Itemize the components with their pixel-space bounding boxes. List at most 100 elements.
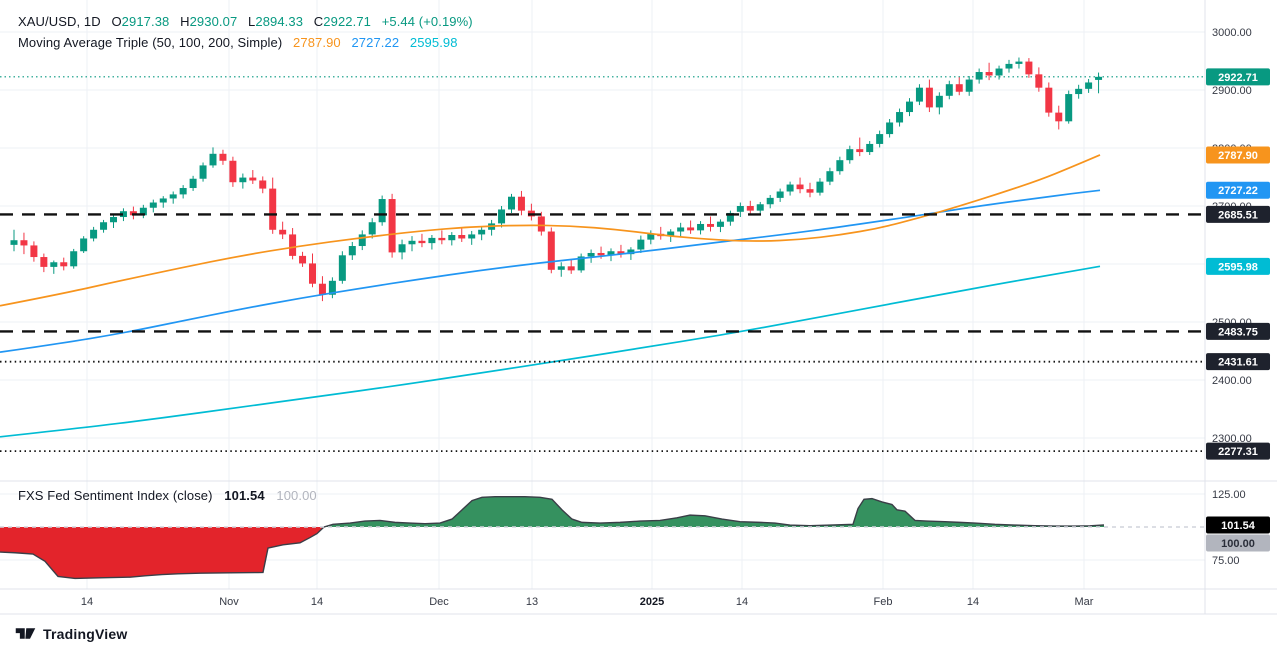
sentiment-axis-label-125.00: 125.00 [1212, 489, 1246, 501]
candle-body [567, 266, 575, 271]
candle-body [80, 238, 88, 252]
candle-body [1075, 88, 1083, 95]
candle-body [458, 235, 466, 239]
time-label-Nov: Nov [219, 596, 239, 608]
candle-body [935, 95, 943, 108]
candle-body [736, 206, 744, 212]
ma100-value: 2727.22 [351, 35, 400, 50]
candle-body [149, 202, 157, 208]
candle-body [517, 196, 525, 211]
sentiment-pane[interactable] [0, 495, 1205, 580]
price-badge-2685.51-text: 2685.51 [1218, 209, 1258, 221]
candle-body [318, 283, 326, 295]
candle-body [368, 222, 376, 235]
candle-body [239, 177, 247, 183]
price-badge-2431.61 [1206, 353, 1270, 371]
candle-body [597, 252, 605, 256]
sentiment-area-positive [0, 496, 1104, 527]
candle-body [338, 255, 346, 281]
ohlc-close-label: C [313, 14, 324, 29]
candle-body [249, 177, 257, 181]
price-axis[interactable]: 3000.002900.002800.002700.002500.002400.… [1204, 0, 1277, 614]
sentiment-badge-100.00 [1206, 534, 1270, 552]
candle-body [637, 239, 645, 250]
candle-body [945, 84, 953, 96]
candle-body [906, 101, 913, 113]
indicator-legend-label: FXS Fed Sentiment Index (close) [18, 488, 213, 503]
candle-body [408, 240, 416, 245]
ma-legend-label: Moving Average Triple (50, 100, 200, Sim… [18, 35, 283, 50]
candle-body [925, 87, 933, 108]
candle-body [199, 165, 207, 179]
candle-body [886, 122, 894, 135]
candle-body [726, 212, 734, 222]
candle-body [697, 223, 705, 231]
candle-body [627, 249, 635, 255]
candle-body [299, 255, 307, 264]
candle-body [309, 263, 316, 284]
price-axis-label-2400.00: 2400.00 [1212, 375, 1252, 387]
candle-body [587, 252, 595, 257]
time-label-14: 14 [81, 596, 93, 608]
time-label-Feb: Feb [874, 596, 893, 608]
price-badge-2431.61-text: 2431.61 [1218, 357, 1258, 369]
tradingview-logo-icon [15, 628, 36, 639]
candle-body [677, 227, 685, 232]
candle-body [70, 251, 78, 267]
sentiment-area-negative [0, 527, 1104, 579]
candle-body [219, 153, 227, 161]
ma200-value: 2595.98 [409, 35, 458, 50]
candle-body [716, 221, 724, 227]
candle-body [90, 229, 98, 239]
main-price-pane[interactable] [0, 0, 1205, 589]
candle-body [20, 240, 28, 246]
candle-body [1005, 63, 1013, 69]
ohlc-close-value: 2922.71 [323, 14, 371, 29]
indicator-legend: FXS Fed Sentiment Index (close) 101.54 1… [18, 488, 317, 503]
price-badge-2277.31 [1206, 442, 1270, 460]
candle-body [279, 229, 287, 235]
price-badge-2922.71 [1206, 68, 1270, 86]
candle-body [1085, 82, 1093, 89]
sentiment-badge-100.00-text: 100.00 [1221, 538, 1255, 550]
candle-body [746, 206, 754, 211]
candle-body [836, 160, 844, 172]
candle-body [498, 209, 506, 224]
price-badge-2727.22 [1206, 181, 1270, 199]
candle-body [100, 222, 108, 230]
candle-body [398, 244, 406, 253]
candle-body [229, 160, 237, 183]
candle-body [1065, 94, 1073, 122]
candle-body [1015, 61, 1023, 64]
candle-body [915, 87, 923, 102]
candle-body [1055, 112, 1063, 122]
time-label-14: 14 [736, 596, 748, 608]
price-axis-background [1205, 0, 1277, 614]
candle-body [846, 149, 854, 161]
tradingview-logo-text: TradingView [43, 625, 128, 642]
sma-50-line [0, 154, 1101, 307]
ma-legend: Moving Average Triple (50, 100, 200, Sim… [18, 35, 458, 50]
candle-body [358, 234, 366, 247]
candle-body [328, 280, 336, 295]
ohlc-open-label: O [111, 14, 122, 29]
price-badge-2685.51 [1206, 205, 1270, 223]
time-axis[interactable]: 14 Nov 14 Dec 13 2025 14 Feb 14 Mar [81, 596, 1094, 608]
ohlc-low-label: L [248, 14, 256, 29]
candle-body [110, 217, 117, 223]
price-badge-2595.98-text: 2595.98 [1218, 261, 1258, 273]
time-label-14: 14 [967, 596, 979, 608]
candle-body [388, 199, 396, 253]
candle-body [269, 188, 277, 230]
candle-body [806, 189, 814, 193]
sentiment-line [0, 495, 1105, 580]
candle-body [856, 149, 864, 153]
price-change: +5.44 (+0.19%) [381, 14, 473, 29]
tradingview-logo[interactable]: TradingView [15, 624, 127, 643]
candle-body [418, 240, 426, 244]
candle-body [289, 234, 297, 256]
candle-body [776, 191, 784, 198]
candle-body [607, 251, 615, 256]
price-badge-2595.98 [1206, 257, 1270, 275]
